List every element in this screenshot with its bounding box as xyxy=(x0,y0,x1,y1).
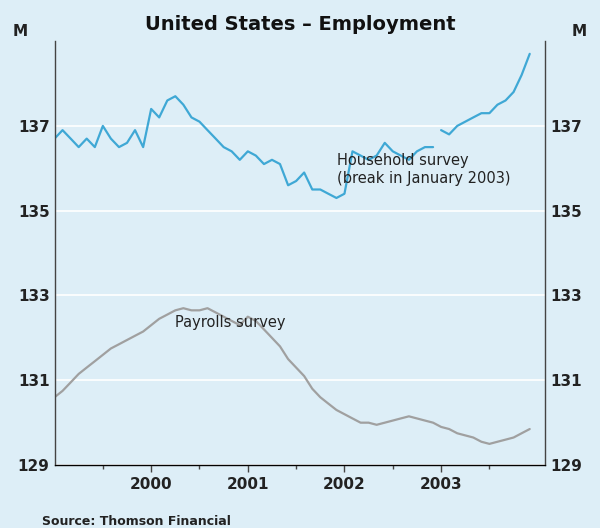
Text: Payrolls survey: Payrolls survey xyxy=(175,315,286,329)
Title: United States – Employment: United States – Employment xyxy=(145,15,455,34)
Text: M: M xyxy=(572,24,587,39)
Text: Source: Thomson Financial: Source: Thomson Financial xyxy=(42,515,231,528)
Text: M: M xyxy=(13,24,28,39)
Text: Household survey
(break in January 2003): Household survey (break in January 2003) xyxy=(337,154,510,186)
